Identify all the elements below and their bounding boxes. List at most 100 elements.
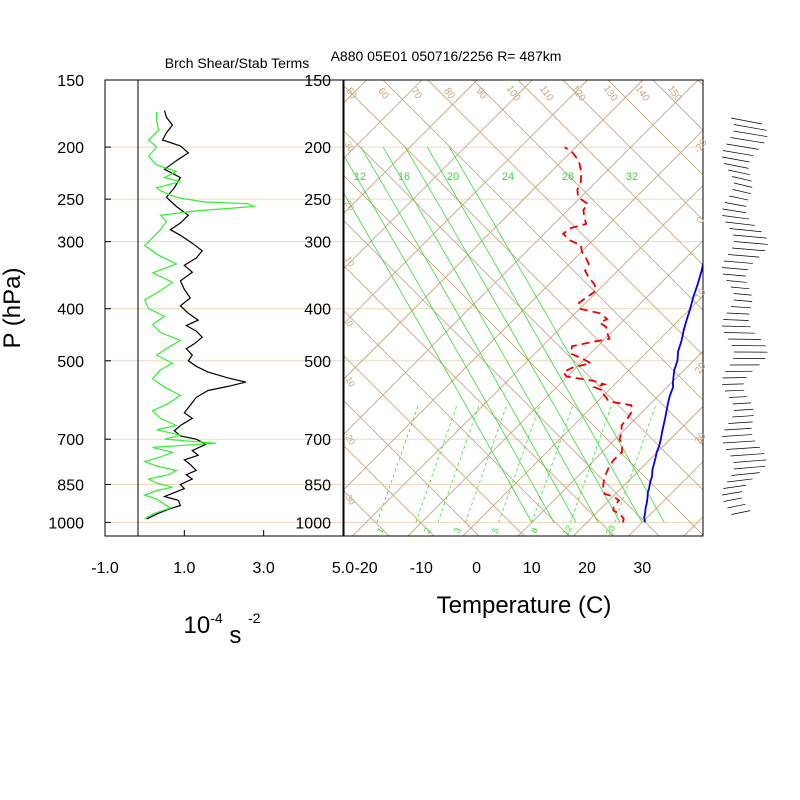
theta-label: 80 bbox=[441, 86, 457, 102]
mixing-ratio-label: 24 bbox=[502, 171, 514, 183]
skewt-x-tick-label: 30 bbox=[633, 560, 651, 577]
wind-barb bbox=[724, 389, 745, 392]
left-y-tick-label: 250 bbox=[57, 192, 84, 209]
moist-adiabat-line bbox=[404, 146, 621, 523]
dry-adiabat-line bbox=[344, 175, 703, 536]
theta-label: 120 bbox=[569, 84, 588, 104]
wind-barb bbox=[730, 286, 750, 290]
dry-adiabat-line bbox=[382, 80, 703, 401]
mixing-ratio-line bbox=[498, 403, 541, 523]
dry-adiabat-line bbox=[344, 310, 570, 536]
mixing-ratio-label: 16 bbox=[398, 171, 410, 183]
skewt-title: A880 05E01 050716/2256 R= 487km bbox=[331, 48, 562, 64]
wind-barb bbox=[733, 241, 768, 245]
dry-adiabat-line bbox=[344, 220, 660, 536]
theta-label: 60 bbox=[375, 86, 391, 102]
dry-adiabat-line bbox=[0, 80, 299, 536]
wind-barb bbox=[722, 267, 748, 271]
theta-label: 100 bbox=[504, 84, 523, 104]
wind-barb bbox=[726, 280, 747, 283]
dry-adiabat-line bbox=[472, 80, 703, 311]
left-panel-frame bbox=[104, 79, 344, 537]
left-y-tick-label: 300 bbox=[57, 235, 84, 252]
skewt-y-ticks: 150 200 250 300 400 500 700 850 1000 bbox=[295, 73, 331, 532]
dry-adiabat-line bbox=[344, 400, 480, 536]
wind-barb bbox=[722, 215, 750, 220]
wind-barb bbox=[727, 254, 760, 258]
skewt-x-axis-label: Temperature (C) bbox=[437, 592, 612, 619]
wind-barb bbox=[729, 396, 748, 398]
isotherm-line bbox=[0, 80, 256, 536]
moist-adiabat-line bbox=[426, 146, 643, 523]
units-part: s bbox=[223, 622, 248, 649]
wind-barb bbox=[722, 440, 756, 444]
isotherm-line bbox=[344, 80, 423, 159]
skewt-x-tick-label: 0 bbox=[472, 560, 481, 577]
skewt-y-tick-label: 200 bbox=[304, 140, 331, 157]
dry-adiabat-line bbox=[344, 265, 615, 536]
wind-barb bbox=[723, 484, 746, 489]
temperature-profile bbox=[643, 260, 703, 523]
isotherm-line bbox=[344, 80, 588, 325]
wind-barb bbox=[733, 408, 754, 411]
wind-barb bbox=[733, 465, 765, 470]
wind-barb bbox=[731, 117, 763, 125]
left-x-tick-label: 3.0 bbox=[253, 560, 275, 577]
left-x-tick-label: 5.0 bbox=[332, 560, 354, 577]
wind-barb bbox=[723, 319, 749, 321]
wind-barb bbox=[733, 293, 752, 296]
dry-adiabat-line bbox=[517, 80, 703, 266]
left-y-tick-label: 400 bbox=[57, 302, 84, 319]
dewpoint-profile bbox=[561, 146, 634, 523]
wind-barb bbox=[722, 434, 753, 437]
moist-adiabat-line bbox=[360, 146, 577, 523]
wind-barb bbox=[729, 195, 749, 201]
left-y-tick-label: 1000 bbox=[48, 515, 84, 532]
moist-adiabat-line bbox=[344, 192, 533, 523]
dry-adiabat-line bbox=[344, 355, 525, 536]
isotherm-line bbox=[628, 461, 703, 536]
y-axis-label: P (hPa) bbox=[0, 268, 26, 349]
wind-barb bbox=[731, 247, 766, 252]
wind-barb bbox=[726, 143, 759, 150]
isotherm-line bbox=[344, 80, 478, 214]
left-y-ticks: 150 200 250 300 400 500 700 850 1000 bbox=[48, 73, 111, 532]
wind-barb bbox=[733, 459, 767, 463]
mixing-ratio-low-label: 2 bbox=[422, 526, 433, 535]
wind-barb bbox=[729, 228, 762, 233]
wind-barb bbox=[727, 478, 753, 483]
wind-barb bbox=[726, 446, 760, 450]
moist-adiabat-line bbox=[382, 146, 599, 523]
wind-barb bbox=[727, 338, 761, 340]
left-y-tick-label: 850 bbox=[57, 478, 84, 495]
left-y-tick-label: 150 bbox=[57, 73, 84, 90]
wind-barb bbox=[725, 202, 747, 207]
skewt-x-tick-label: -10 bbox=[410, 560, 433, 577]
units-part: -4 bbox=[210, 610, 223, 626]
left-panel-title: Brch Shear/Stab Terms bbox=[165, 55, 309, 71]
wind-barb bbox=[731, 510, 751, 515]
isotherm-line bbox=[352, 184, 703, 536]
left-x-axis-units: 10-4 s -2 bbox=[184, 610, 261, 649]
skewt-y-tick-label: 300 bbox=[304, 235, 331, 252]
isotherm-line bbox=[407, 240, 703, 536]
wind-barb bbox=[732, 402, 751, 405]
dry-adiabat-line bbox=[344, 535, 345, 536]
isotherm-label: 20 bbox=[693, 360, 709, 376]
skewt-background-grid bbox=[0, 80, 703, 536]
left-series-group bbox=[142, 110, 257, 520]
isotherm-line bbox=[517, 350, 703, 536]
wind-barb bbox=[722, 383, 744, 385]
skewt-y-tick-label: 700 bbox=[304, 432, 331, 449]
wind-barb bbox=[723, 497, 743, 502]
wind-barb bbox=[730, 137, 765, 144]
wind-barb bbox=[730, 306, 752, 309]
isotherm-line bbox=[344, 129, 703, 490]
skewt-x-tick-label: -20 bbox=[355, 560, 378, 577]
skewt-y-tick-label: 850 bbox=[304, 478, 331, 495]
isotherm-line bbox=[344, 80, 699, 435]
skewt-y-tick-label: 150 bbox=[304, 73, 331, 90]
